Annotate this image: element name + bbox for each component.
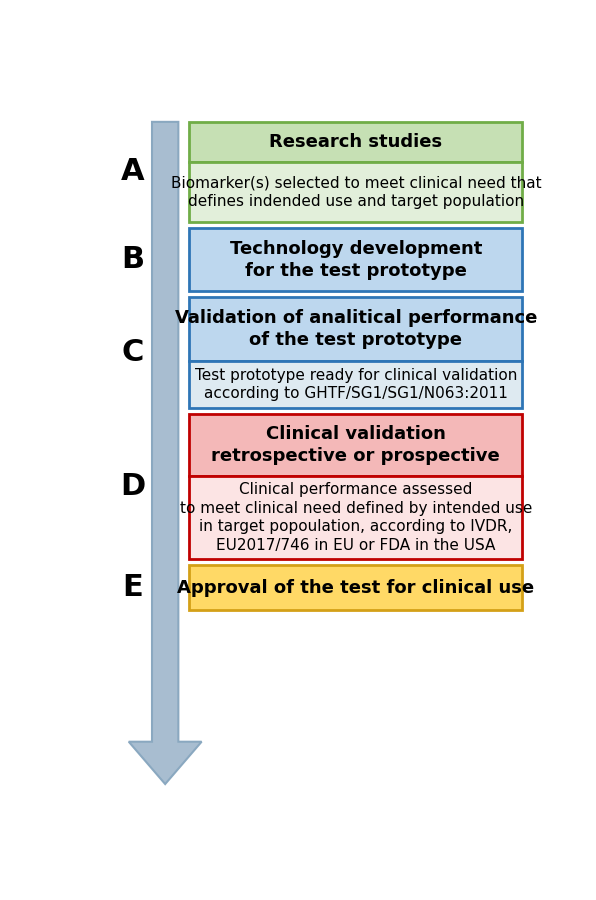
Text: Clinical performance assessed
to meet clinical need defined by intended use
in t: Clinical performance assessed to meet cl… [179, 482, 532, 553]
Text: Clinical validation
retrospective or prospective: Clinical validation retrospective or pro… [212, 425, 500, 465]
Text: Test prototype ready for clinical validation
according to GHTF/SG1/SG1/N063:2011: Test prototype ready for clinical valida… [195, 367, 517, 401]
Text: D: D [120, 472, 145, 501]
FancyBboxPatch shape [189, 162, 523, 222]
Text: C: C [122, 338, 144, 367]
Text: B: B [121, 245, 144, 274]
Text: Validation of analitical performance
of the test prototype: Validation of analitical performance of … [175, 309, 537, 349]
Text: E: E [122, 573, 143, 602]
Polygon shape [129, 122, 201, 784]
FancyBboxPatch shape [189, 297, 523, 361]
FancyBboxPatch shape [189, 122, 523, 162]
Text: Research studies: Research studies [269, 133, 442, 151]
FancyBboxPatch shape [189, 476, 523, 559]
Text: A: A [121, 158, 144, 186]
FancyBboxPatch shape [189, 415, 523, 476]
Text: Approval of the test for clinical use: Approval of the test for clinical use [177, 579, 535, 597]
Text: Biomarker(s) selected to meet clinical need that
defines indended use and target: Biomarker(s) selected to meet clinical n… [170, 176, 541, 209]
FancyBboxPatch shape [189, 565, 523, 610]
FancyBboxPatch shape [189, 361, 523, 409]
Text: Technology development
for the test prototype: Technology development for the test prot… [229, 239, 482, 280]
FancyBboxPatch shape [189, 228, 523, 292]
